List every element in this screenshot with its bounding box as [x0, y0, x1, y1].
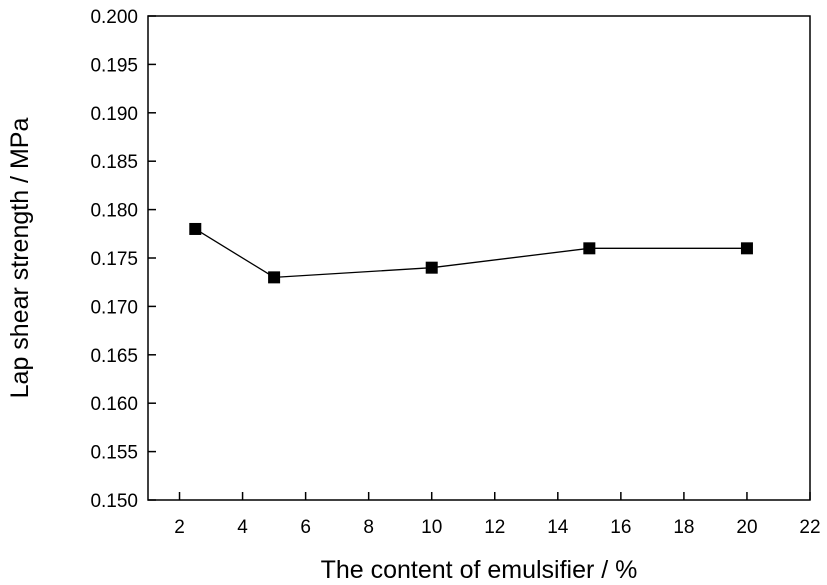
y-tick-label: 0.200	[90, 7, 138, 28]
y-tick-label: 0.180	[90, 201, 138, 222]
x-tick-label: 12	[484, 517, 505, 538]
y-tick-label: 0.165	[90, 346, 138, 367]
x-tick-label: 10	[421, 517, 442, 538]
x-tick-label: 14	[547, 517, 569, 538]
plot-frame	[147, 15, 811, 501]
data-point	[268, 271, 281, 284]
x-tick-label: 18	[673, 517, 694, 538]
data-point	[583, 242, 596, 255]
y-tick-label: 0.155	[90, 443, 138, 464]
y-tick-label: 0.175	[90, 249, 138, 270]
x-tick-label: 2	[174, 517, 185, 538]
y-tick-label: 0.185	[90, 152, 138, 173]
x-tick-label: 20	[736, 517, 757, 538]
data-point	[189, 222, 202, 235]
x-tick-label: 16	[610, 517, 631, 538]
series-layer	[189, 222, 753, 284]
y-tick-label: 0.190	[90, 104, 138, 125]
y-axis-title: Lap shear strength / MPa	[6, 118, 34, 399]
y-tick-label: 0.150	[90, 491, 138, 512]
y-tick-label: 0.170	[90, 297, 138, 318]
x-axis-title: The content of emulsifier / %	[321, 556, 638, 584]
x-tick-label: 4	[237, 517, 248, 538]
y-tick-label: 0.195	[90, 55, 138, 76]
x-tick-label: 22	[799, 517, 820, 538]
series-line	[194, 228, 747, 279]
y-tick-label: 0.160	[90, 394, 138, 415]
x-tick-label: 6	[300, 517, 311, 538]
data-point	[425, 261, 438, 274]
x-axis-ticks: 2 4 6 8 10 12 14 16 18 20 22	[174, 492, 821, 538]
x-tick-label: 8	[363, 517, 374, 538]
data-point	[740, 242, 753, 255]
y-axis-ticks: 0.150 0.155 0.160 0.165 0.170 0.175 0.180 0.185…	[90, 7, 156, 512]
